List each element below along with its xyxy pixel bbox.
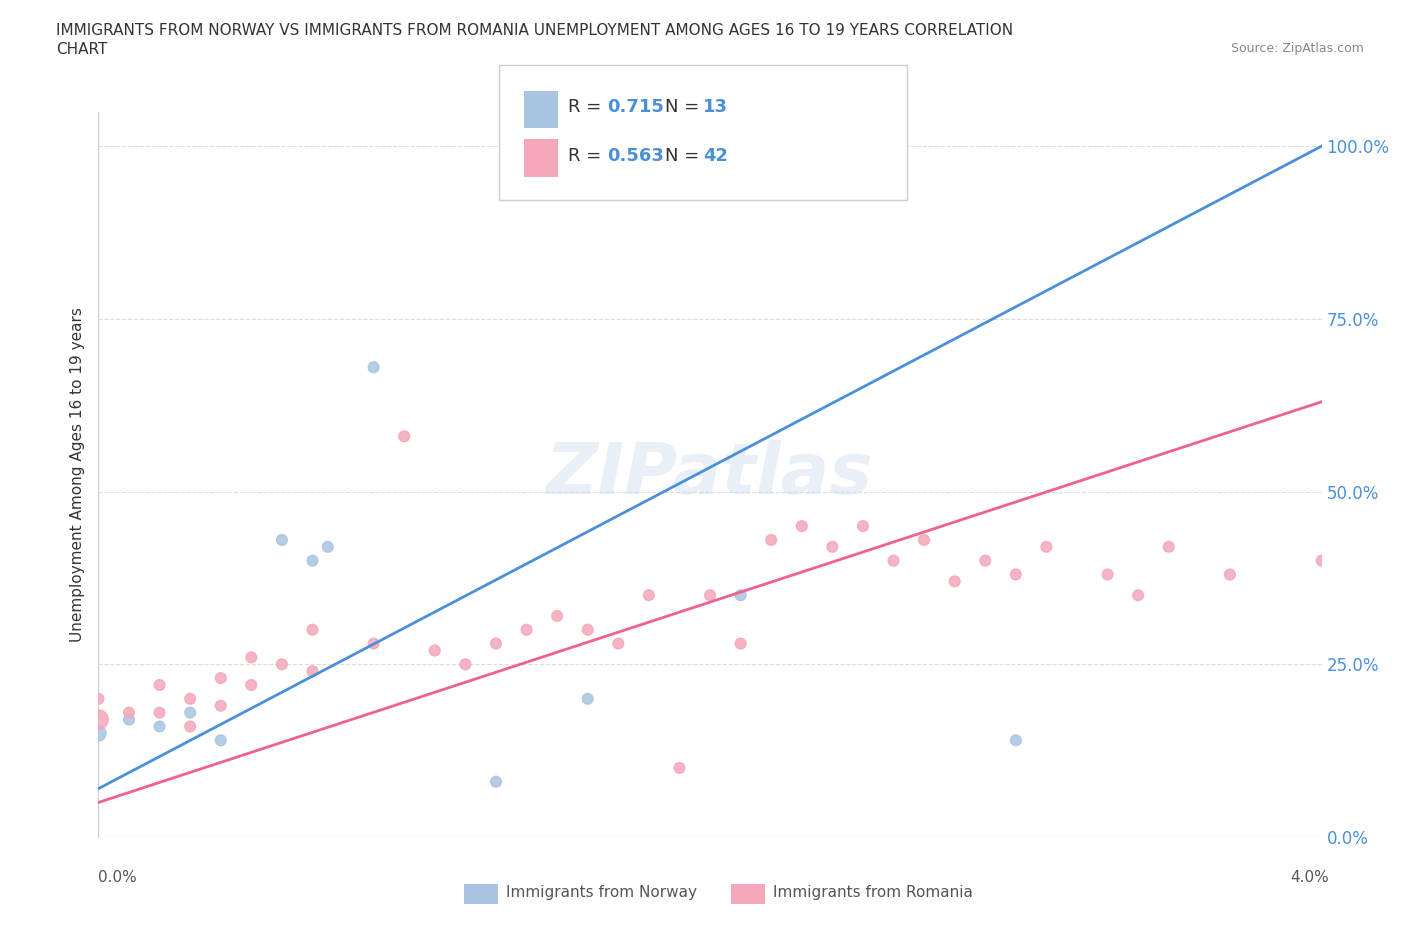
Point <box>516 622 538 637</box>
Point <box>1004 567 1026 582</box>
Point <box>546 608 568 623</box>
Point <box>270 657 294 671</box>
Point <box>607 636 630 651</box>
Point <box>730 588 752 603</box>
Point <box>363 360 385 375</box>
Text: 4.0%: 4.0% <box>1289 870 1329 884</box>
Point <box>87 712 110 727</box>
Point <box>179 719 201 734</box>
Point <box>209 733 232 748</box>
Point <box>270 533 294 548</box>
Text: R =: R = <box>568 147 607 166</box>
Point <box>1097 567 1119 582</box>
Text: Source: ZipAtlas.com: Source: ZipAtlas.com <box>1230 42 1364 55</box>
Point <box>730 636 752 651</box>
Text: CHART: CHART <box>56 42 108 57</box>
Text: 42: 42 <box>703 147 728 166</box>
Point <box>668 761 690 776</box>
Point <box>118 705 141 720</box>
Point <box>485 775 508 790</box>
Point <box>1004 733 1026 748</box>
Point <box>912 533 935 548</box>
Point <box>179 705 201 720</box>
Point <box>699 588 721 603</box>
Text: 0.563: 0.563 <box>607 147 664 166</box>
Point <box>149 678 172 693</box>
Point <box>87 726 110 741</box>
Point <box>1128 588 1150 603</box>
Point <box>943 574 966 589</box>
Text: 0.0%: 0.0% <box>98 870 138 884</box>
Point <box>974 553 997 568</box>
Y-axis label: Unemployment Among Ages 16 to 19 years: Unemployment Among Ages 16 to 19 years <box>69 307 84 642</box>
Point <box>821 539 844 554</box>
Text: N =: N = <box>665 147 704 166</box>
Text: Immigrants from Romania: Immigrants from Romania <box>773 885 973 900</box>
Text: ZIPatlas: ZIPatlas <box>547 440 873 509</box>
Point <box>790 519 813 534</box>
Point <box>576 622 599 637</box>
Point <box>423 643 446 658</box>
Text: IMMIGRANTS FROM NORWAY VS IMMIGRANTS FROM ROMANIA UNEMPLOYMENT AMONG AGES 16 TO : IMMIGRANTS FROM NORWAY VS IMMIGRANTS FRO… <box>56 23 1014 38</box>
Text: R =: R = <box>568 98 607 116</box>
Point <box>209 671 232 685</box>
Point <box>316 539 339 554</box>
Point <box>209 698 232 713</box>
Point <box>637 588 661 603</box>
Point <box>301 553 323 568</box>
Point <box>179 691 201 706</box>
Point <box>149 705 172 720</box>
Point <box>118 712 141 727</box>
Point <box>1219 567 1241 582</box>
Text: N =: N = <box>665 98 704 116</box>
Point <box>852 519 875 534</box>
Point <box>301 664 323 679</box>
Point <box>363 636 385 651</box>
Point <box>485 636 508 651</box>
Point <box>1157 539 1180 554</box>
Text: 0.715: 0.715 <box>607 98 664 116</box>
Point <box>87 691 110 706</box>
Point <box>883 553 905 568</box>
Point <box>149 719 172 734</box>
Text: Immigrants from Norway: Immigrants from Norway <box>506 885 697 900</box>
Point <box>301 622 323 637</box>
Point <box>240 678 263 693</box>
Point <box>392 429 416 444</box>
Point <box>454 657 477 671</box>
Point <box>1310 553 1333 568</box>
Point <box>759 533 782 548</box>
Text: 13: 13 <box>703 98 728 116</box>
Point <box>576 691 599 706</box>
Point <box>240 650 263 665</box>
Point <box>1035 539 1057 554</box>
